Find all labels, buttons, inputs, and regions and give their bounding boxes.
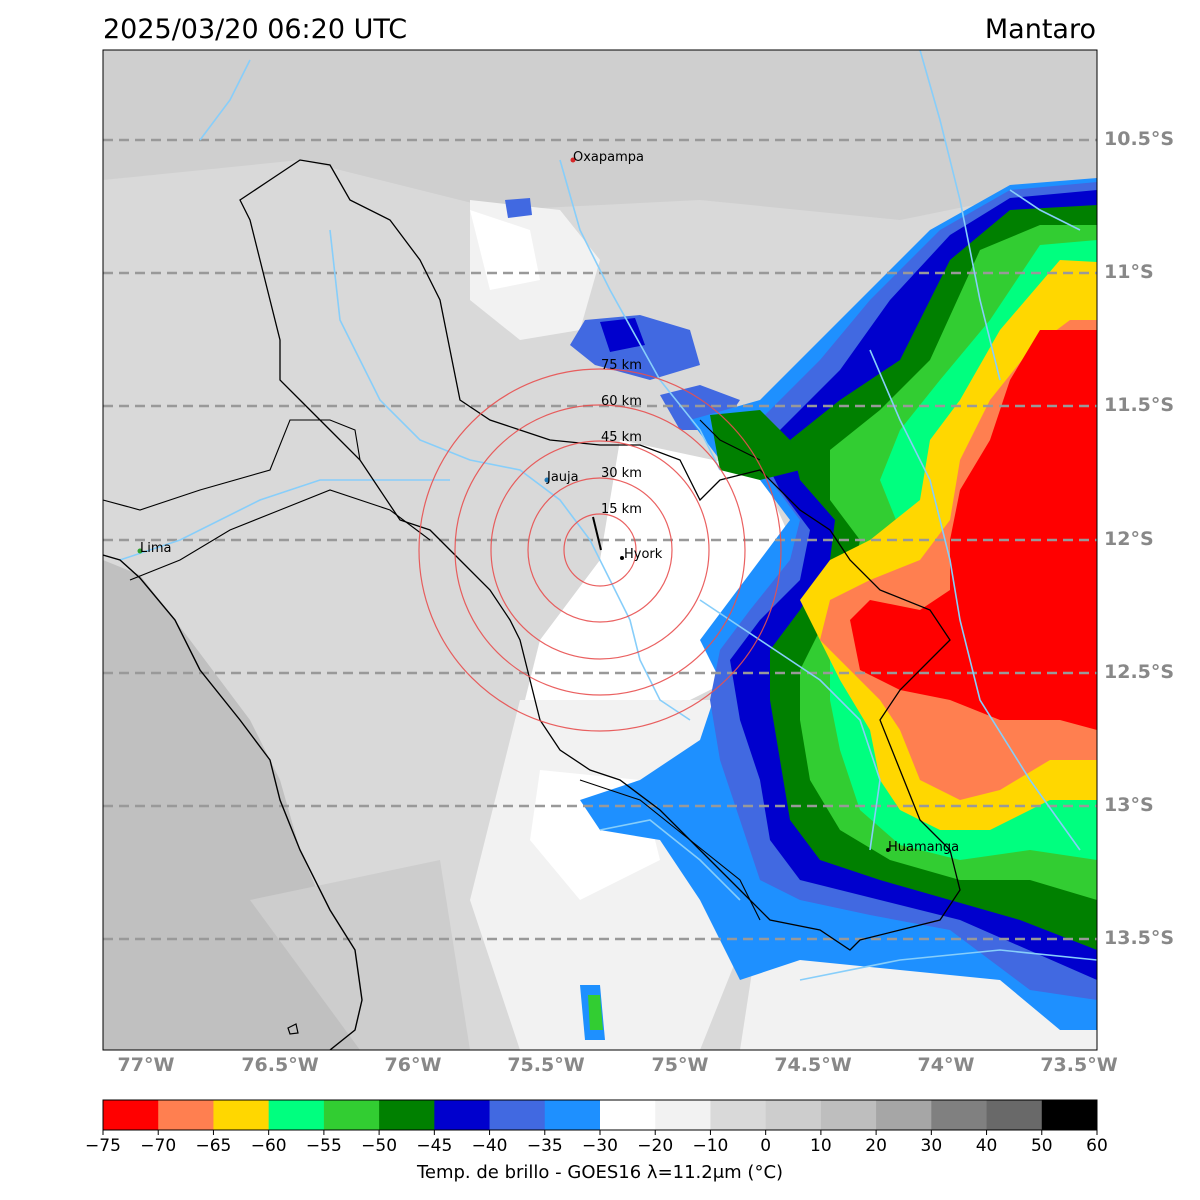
colorbar-swatch: [765, 1100, 822, 1130]
lat-label-13-5s: 13.5°S: [1104, 927, 1175, 949]
lon-label-75-5w: 75.5°W: [507, 1054, 585, 1076]
colorbar-swatch: [986, 1100, 1043, 1130]
radar-beam: [592, 516, 602, 551]
colorbar-tick-label: 50: [1030, 1136, 1053, 1156]
colorbar-tick-label: −20: [637, 1136, 674, 1156]
colorbar-swatch: [655, 1100, 711, 1130]
colorbar-tick-label: −10: [692, 1136, 729, 1156]
colorbar-swatch: [103, 1100, 159, 1130]
colorbar-tick-label: −65: [195, 1136, 232, 1156]
oxapampa-marker: [570, 157, 576, 163]
island: [287, 1023, 299, 1035]
colorbar-swatch: [820, 1100, 877, 1130]
lon-label-74-5w: 74.5°W: [774, 1054, 852, 1076]
colorbar-swatch: [489, 1100, 546, 1130]
hyork-marker: [620, 556, 624, 560]
huamanga-label: Huamanga: [888, 840, 959, 855]
lon-label-76w: 76°W: [384, 1054, 442, 1076]
colorbar-tick-label: −40: [471, 1136, 508, 1156]
colorbar-tick-label: −50: [361, 1136, 398, 1156]
ring-label-30: 30 km: [601, 466, 642, 481]
colorbar-tick-label: −45: [416, 1136, 453, 1156]
lon-label-73-5w: 73.5°W: [1040, 1054, 1118, 1076]
colorbar-swatch: [323, 1100, 380, 1130]
map-frame: [102, 49, 1098, 1051]
lat-label-13s: 13°S: [1104, 794, 1154, 816]
lat-label-11-5s: 11.5°S: [1104, 394, 1175, 416]
lon-label-77w: 77°W: [117, 1054, 175, 1076]
lat-label-12-5s: 12.5°S: [1104, 661, 1175, 683]
coastline: [103, 554, 363, 1050]
colorbar-tick-label: −60: [250, 1136, 287, 1156]
colorbar-tick-label: 10: [810, 1136, 832, 1156]
colorbar-tick-label: 0: [760, 1136, 772, 1156]
lon-label-76-5w: 76.5°W: [241, 1054, 319, 1076]
colorbar-swatch: [710, 1100, 767, 1130]
ring-label-75: 75 km: [601, 358, 642, 373]
colorbar-tick-label: −35: [526, 1136, 563, 1156]
colorbar-swatch: [544, 1100, 601, 1130]
colorbar-swatch: [1041, 1100, 1098, 1130]
ring-label-15: 15 km: [601, 502, 642, 517]
lon-label-75w: 75°W: [651, 1054, 709, 1076]
department-boundaries: [102, 419, 761, 921]
colorbar-tick-label: 30: [920, 1136, 943, 1156]
colorbar-tick-label: 60: [1086, 1136, 1108, 1156]
colorbar: [102, 1099, 1098, 1135]
lat-label-11s: 11°S: [1104, 261, 1154, 283]
lima-marker: [137, 548, 143, 554]
colorbar-tick-label: 20: [865, 1136, 887, 1156]
colorbar-swatch: [600, 1100, 656, 1130]
colorbar-swatch: [876, 1100, 932, 1130]
brightness-temperature-field: [103, 50, 1097, 1050]
colorbar-swatch: [158, 1100, 214, 1130]
colorbar-swatch: [434, 1100, 491, 1130]
hyork-label: Hyork: [624, 547, 663, 562]
colorbar-swatch: [379, 1100, 435, 1130]
lon-label-74w: 74°W: [917, 1054, 975, 1076]
ring-label-45: 45 km: [601, 430, 642, 445]
range-rings: [418, 368, 782, 732]
colorbar-tick-label: −30: [582, 1136, 618, 1156]
rivers: [119, 50, 1097, 981]
oxapampa-label: Oxapampa: [573, 150, 644, 165]
latitude-gridlines: [103, 138, 1097, 941]
huamanga-marker: [886, 848, 890, 852]
colorbar-tick-label: −75: [85, 1136, 121, 1156]
colorbar-swatch: [213, 1100, 270, 1130]
colorbar-label: Temp. de brillo - GOES16 λ=11.2μm (°C): [416, 1162, 784, 1183]
colorbar-swatch: [268, 1100, 325, 1130]
colorbar-tick-label: −70: [140, 1136, 177, 1156]
jauja-marker: [544, 477, 550, 483]
jauja-label: Jauja: [546, 470, 579, 485]
region-title: Mantaro: [984, 14, 1096, 45]
lat-label-12s: 12°S: [1104, 528, 1154, 550]
lima-label: Lima: [140, 541, 171, 556]
lat-label-10-5s: 10.5°S: [1104, 128, 1175, 150]
colorbar-tick-label: −55: [305, 1136, 342, 1156]
ring-label-60: 60 km: [601, 394, 642, 409]
colorbar-swatch: [931, 1100, 988, 1130]
timestamp-title: 2025/03/20 06:20 UTC: [103, 14, 408, 45]
colorbar-tick-label: 40: [975, 1136, 998, 1156]
